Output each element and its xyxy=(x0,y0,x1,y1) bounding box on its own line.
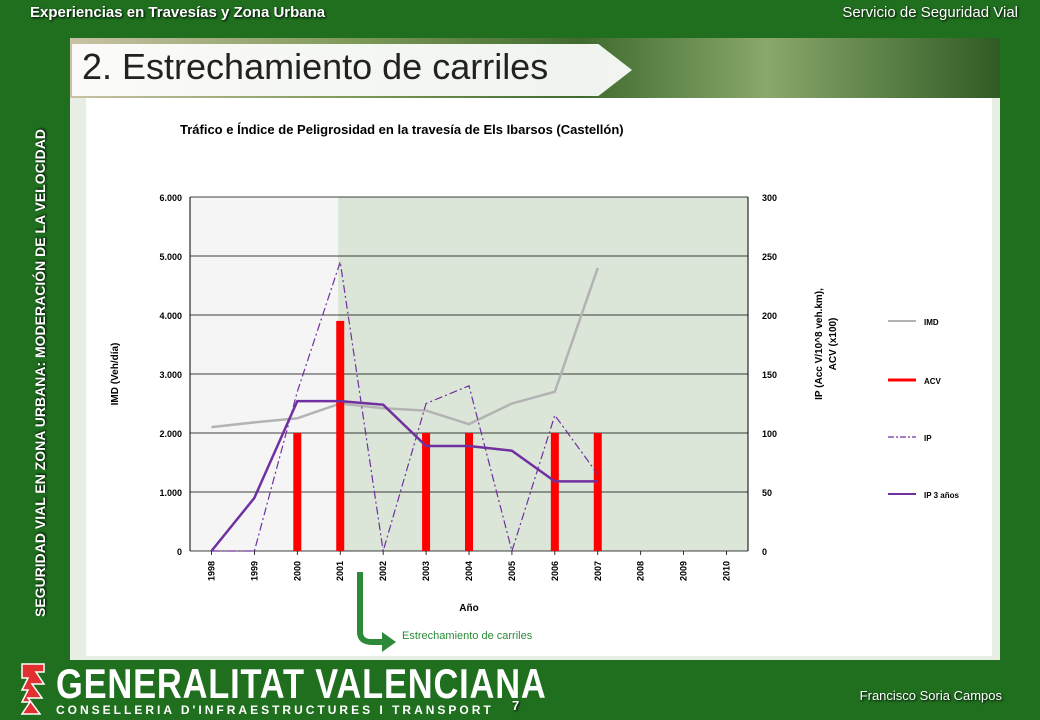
ip-line xyxy=(211,261,599,554)
x-tick-label: 2006 xyxy=(550,561,560,581)
legend-label: IMD xyxy=(924,318,939,327)
y-right-tick: 50 xyxy=(762,488,772,498)
x-tick-label: 2008 xyxy=(636,561,646,581)
x-tick-label: 2002 xyxy=(378,561,388,581)
x-tick-label: 2010 xyxy=(722,561,732,581)
x-tick-label: 2009 xyxy=(679,561,689,581)
x-tick-label: 2004 xyxy=(464,561,474,581)
acv-bar xyxy=(422,433,431,551)
x-tick-label: 2003 xyxy=(421,561,431,581)
legend-label: ACV xyxy=(924,377,942,386)
imd-line xyxy=(211,267,599,429)
slide-title: 2. Estrechamiento de carriles xyxy=(82,46,549,87)
y-axis-left-label: IMD (Veh/día) xyxy=(110,343,121,406)
y-right-tick: 150 xyxy=(762,370,777,380)
legend-label: IP xyxy=(924,434,932,443)
y-left-tick: 4.000 xyxy=(159,311,182,321)
acv-bar xyxy=(336,320,345,551)
acv-bar xyxy=(550,433,559,551)
x-tick-label: 2000 xyxy=(292,561,302,581)
chart-title: Tráfico e Índice de Peligrosidad en la t… xyxy=(180,122,624,137)
y-axis-right-label: IP (Acc V/10^8 veh.km), xyxy=(814,288,825,400)
x-axis-label: Año xyxy=(459,603,478,614)
acv-bar xyxy=(293,433,302,551)
author: Francisco Soria Campos xyxy=(859,688,1002,703)
x-tick-label: 1999 xyxy=(249,561,259,581)
y-left-tick: 3.000 xyxy=(159,370,182,380)
y-left-tick: 6.000 xyxy=(159,193,182,203)
x-tick-label: 2005 xyxy=(507,561,517,581)
y-right-tick: 300 xyxy=(762,193,777,203)
y-left-tick: 1.000 xyxy=(159,488,182,498)
header-right: Servicio de Seguridad Vial xyxy=(842,4,1018,21)
x-tick-label: 1998 xyxy=(206,561,216,581)
page-number: 7 xyxy=(512,698,520,713)
header-left: Experiencias en Travesías y Zona Urbana xyxy=(30,4,326,21)
y-left-tick: 2.000 xyxy=(159,429,182,439)
logo-sub-text: CONSELLERIA D'INFRAESTRUCTURES I TRANSPO… xyxy=(56,703,494,717)
acv-bar xyxy=(593,433,602,551)
callout-arrow xyxy=(357,572,384,645)
y-right-tick: 100 xyxy=(762,429,777,439)
x-tick-label: 2001 xyxy=(335,561,345,581)
logo-main-text: GENERALITAT VALENCIANA xyxy=(56,660,547,707)
title-banner xyxy=(72,44,632,96)
legend-label: IP 3 años xyxy=(924,491,960,500)
crest-icon xyxy=(20,663,46,715)
y-axis-right-label-2: ACV (x100) xyxy=(828,318,839,371)
y-right-tick: 0 xyxy=(762,547,767,557)
y-left-tick: 0 xyxy=(177,547,182,557)
callout-label: Estrechamiento de carriles xyxy=(402,630,533,642)
y-left-tick: 5.000 xyxy=(159,252,182,262)
x-tick-label: 2007 xyxy=(593,561,603,581)
callout-arrowhead xyxy=(382,632,396,652)
ip3-line xyxy=(210,399,598,552)
y-right-tick: 200 xyxy=(762,311,777,321)
y-right-tick: 250 xyxy=(762,252,777,262)
acv-bar xyxy=(465,433,473,551)
